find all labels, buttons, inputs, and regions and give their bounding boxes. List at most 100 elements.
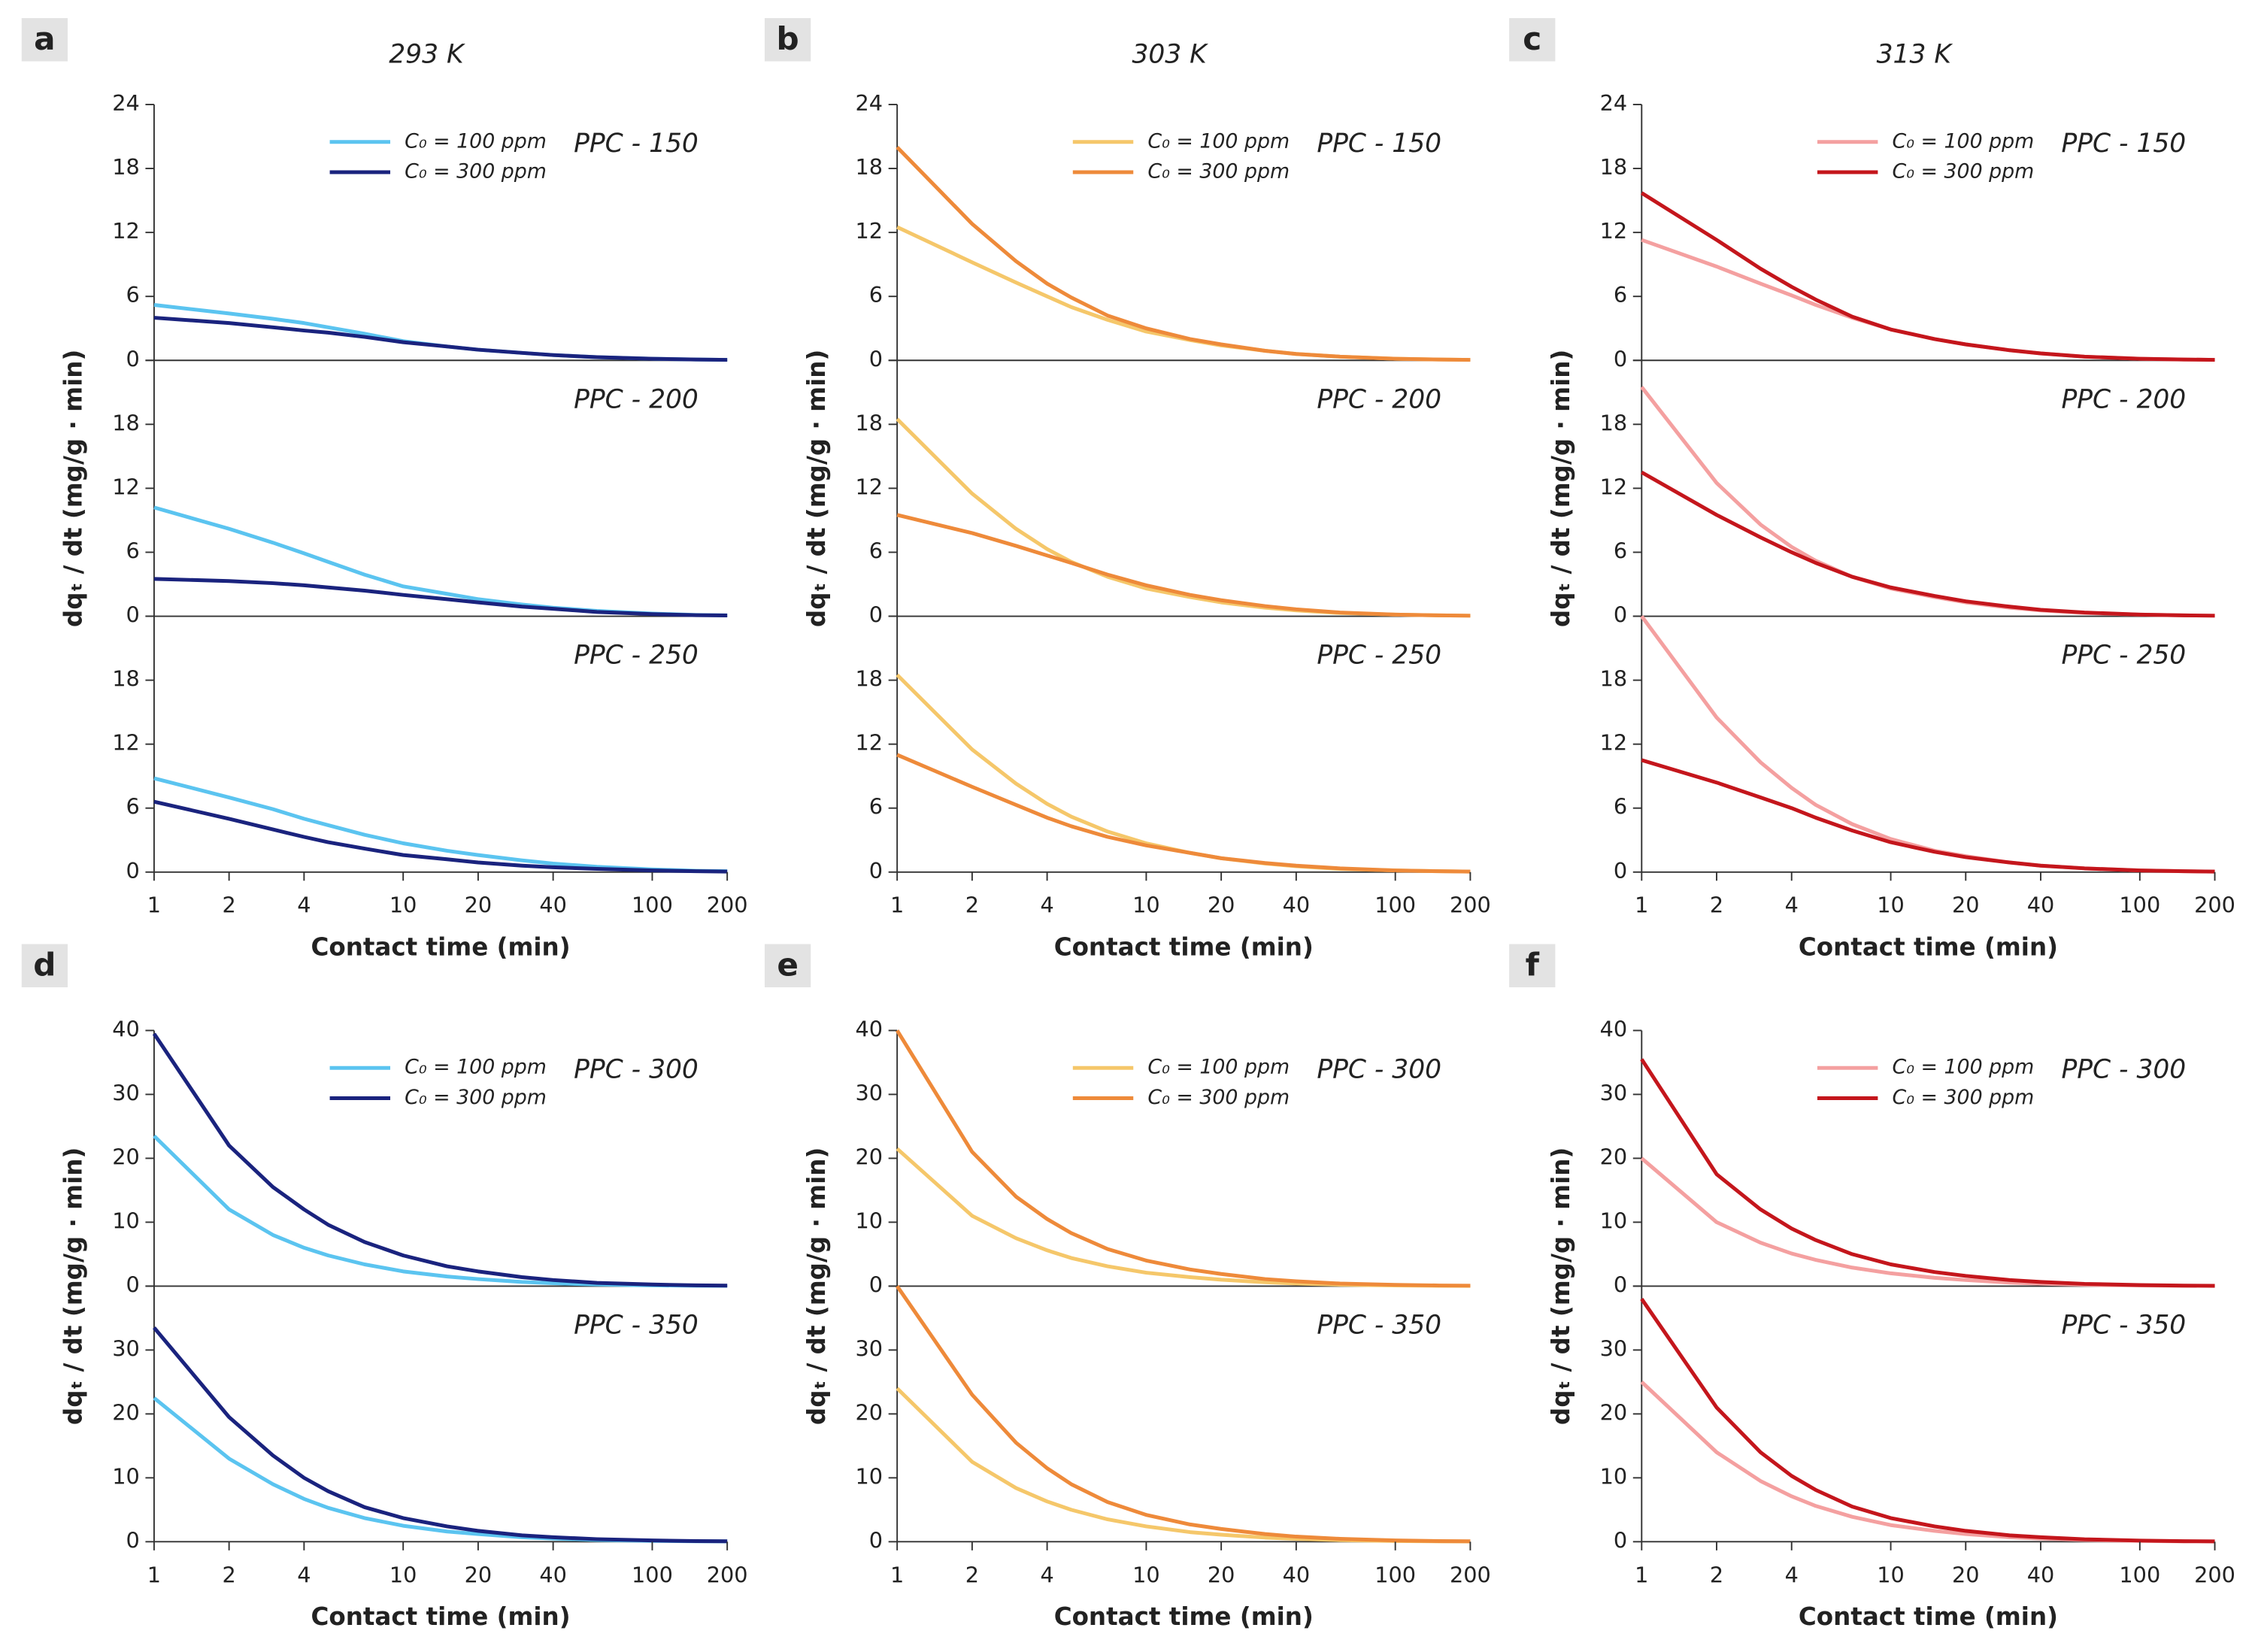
y-tick-label: 6 [1614, 282, 1627, 308]
x-tick-label: 200 [707, 1562, 748, 1587]
panel-label-box [1509, 18, 1556, 62]
panel-label: d [33, 947, 56, 984]
y-tick-label: 18 [855, 666, 883, 692]
y-tick-label: 18 [1600, 154, 1628, 180]
data-line [153, 316, 728, 362]
legend-label: C₀ = 300 ppm [405, 160, 547, 183]
subplot-annotation: PPC - 350 [1317, 1311, 1441, 1341]
legend-label: C₀ = 100 ppm [405, 129, 547, 153]
y-tick-label: 6 [1614, 538, 1627, 563]
x-tick-label: 10 [1877, 1562, 1905, 1587]
panel-title: 293 K [389, 39, 465, 69]
y-tick-label: 0 [126, 858, 139, 884]
subplot-annotation: PPC - 150 [574, 129, 699, 159]
x-tick-label: 10 [389, 893, 417, 918]
y-tick-label: 40 [855, 1016, 883, 1041]
data-line [153, 1326, 728, 1544]
data-line [153, 577, 728, 618]
data-line [152, 1032, 728, 1288]
y-tick-label: 18 [855, 410, 883, 435]
y-tick-label: 12 [1600, 474, 1628, 499]
legend-label: C₀ = 300 ppm [1147, 1086, 1290, 1109]
data-line [1640, 1297, 2215, 1544]
x-tick-label: 1 [1635, 893, 1648, 918]
y-tick-label: 6 [869, 794, 883, 820]
x-tick-label: 1 [147, 893, 161, 918]
x-tick-label: 20 [465, 1562, 493, 1587]
subplot-annotation: PPC - 200 [574, 384, 699, 414]
x-tick-label: 10 [1132, 1562, 1160, 1587]
data-line [1640, 191, 2215, 362]
x-tick-label: 200 [2194, 1562, 2235, 1587]
panel-label: e [777, 947, 799, 984]
y-axis-label: dqₜ / dt (mg/g · min) [59, 1147, 88, 1425]
y-tick-label: 20 [855, 1399, 883, 1425]
x-tick-label: 200 [1450, 1562, 1491, 1587]
data-line [896, 1387, 1471, 1544]
x-axis-label: Contact time (min) [1054, 932, 1314, 961]
subplot-annotation: PPC - 250 [574, 641, 699, 671]
y-tick-label: 12 [855, 218, 883, 244]
y-tick-label: 6 [869, 282, 883, 308]
data-line [1641, 470, 2215, 618]
y-tick-label: 12 [1600, 730, 1628, 756]
y-tick-label: 0 [869, 602, 883, 628]
y-tick-label: 24 [112, 90, 140, 116]
x-tick-label: 100 [632, 893, 673, 918]
y-axis-label: dqₜ / dt (mg/g · min) [802, 350, 831, 627]
y-tick-label: 30 [855, 1080, 883, 1105]
y-tick-label: 12 [855, 474, 883, 499]
x-tick-label: 40 [2027, 893, 2055, 918]
panel-label-box [764, 18, 811, 62]
data-line [896, 1284, 1471, 1544]
y-tick-label: 10 [112, 1208, 140, 1233]
data-line [1640, 1058, 2215, 1288]
panel-label-box [1509, 944, 1556, 987]
x-tick-label: 40 [2027, 1562, 2055, 1587]
data-line [896, 1147, 1471, 1288]
subplot-annotation: PPC - 350 [2061, 1311, 2186, 1341]
data-line [896, 225, 1471, 362]
y-tick-label: 12 [112, 218, 140, 244]
panel-label-box [764, 944, 811, 987]
data-line [1641, 238, 2215, 362]
legend-label: C₀ = 300 ppm [1893, 1086, 2035, 1109]
x-tick-label: 200 [1450, 893, 1491, 918]
y-tick-label: 30 [855, 1335, 883, 1361]
y-tick-label: 10 [855, 1208, 883, 1233]
y-tick-label: 20 [1600, 1399, 1628, 1425]
y-tick-label: 18 [1600, 410, 1628, 435]
y-tick-label: 40 [112, 1016, 140, 1041]
y-tick-label: 12 [112, 474, 140, 499]
x-tick-label: 2 [223, 893, 236, 918]
x-tick-label: 2 [1710, 1562, 1723, 1587]
subplot-annotation: PPC - 250 [1317, 641, 1441, 671]
x-tick-label: 4 [1040, 1562, 1053, 1587]
x-tick-label: 200 [707, 893, 748, 918]
x-tick-label: 40 [539, 1562, 567, 1587]
data-line [153, 799, 728, 874]
y-tick-label: 0 [1614, 602, 1627, 628]
x-axis-label: Contact time (min) [1054, 1602, 1314, 1631]
y-axis-label: dqₜ / dt (mg/g · min) [59, 350, 88, 627]
legend-label: C₀ = 300 ppm [405, 1086, 547, 1109]
x-tick-label: 20 [465, 893, 493, 918]
panel-label: f [1526, 947, 1540, 984]
x-tick-label: 2 [965, 1562, 979, 1587]
data-line [896, 417, 1471, 618]
y-tick-label: 30 [112, 1080, 140, 1105]
y-tick-label: 0 [126, 602, 139, 628]
x-axis-label: Contact time (min) [311, 932, 570, 961]
x-tick-label: 10 [1132, 893, 1160, 918]
y-tick-label: 10 [112, 1463, 140, 1489]
y-tick-label: 20 [112, 1144, 140, 1169]
x-axis-label: Contact time (min) [1799, 932, 2058, 961]
y-tick-label: 6 [126, 282, 139, 308]
x-tick-label: 10 [389, 1562, 417, 1587]
x-tick-label: 10 [1877, 893, 1905, 918]
y-tick-label: 10 [1600, 1463, 1628, 1489]
x-tick-label: 100 [2119, 1562, 2160, 1587]
